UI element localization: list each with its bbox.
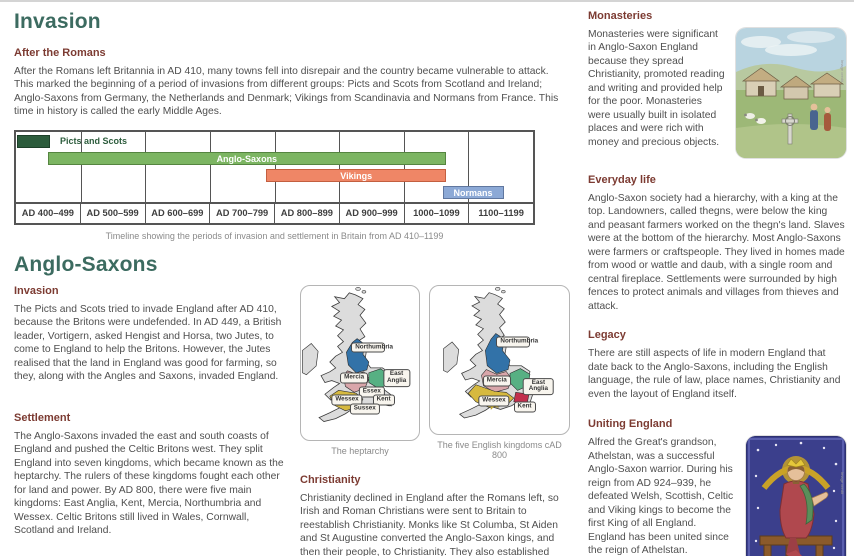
anglo-saxons-title: Anglo-Saxons [14,252,158,276]
monasteries-section: Monasteries Monasteries were significant… [588,10,846,158]
timeline-gridline [403,131,405,202]
heptarchy-figure: Northumbria Mercia East Anglia Essex Wes… [300,284,420,456]
settlement-paragraph: The Anglo-Saxons invaded the east and so… [14,430,284,537]
five-kingdoms-caption: The five English kingdoms cAD 800 [437,439,562,460]
timeline-bars-area: Picts and Scots Anglo-Saxons Vikings Nor… [16,131,533,202]
settlement-heading: Settlement [14,411,71,424]
main-column: Invasion After the Romans After the Roma… [14,10,570,556]
map-label-kent: Kent [513,401,536,413]
map-label-east-anglia: East Anglia [382,369,411,388]
page-title: Invasion [14,10,101,33]
star-dots [754,441,838,550]
timeline-gridline [209,131,211,202]
britain-map-svg [302,287,395,422]
everyday-life-paragraph: Anglo-Saxon society had a hierarchy, wit… [588,193,845,312]
timeline-gridline [80,131,82,202]
thatched-house [779,75,813,100]
map-label-wessex: Wessex [478,395,510,407]
monk-figure-red [824,107,831,131]
image-credit-text: Image credit [840,59,845,82]
timeline-axis-cell: 1000–1099 [403,203,469,223]
timeline-bar-vikings: Vikings [266,168,447,182]
legacy-paragraph: There are still aspects of life in moder… [588,348,841,400]
christianity-heading: Christianity [300,473,361,486]
christianity-paragraph: Christianity declined in England after t… [300,492,559,556]
image-credit-text: Image credit [840,472,845,495]
map-label-mercia: Mercia [340,372,369,384]
uniting-england-paragraph: Alfred the Great's grandson, Athelstan, … [588,437,734,556]
timeline-axis-cell: 1100–1199 [468,203,533,223]
five-kingdoms-figure: Northumbria Mercia East Anglia Wessex Ke… [429,284,570,460]
sidebar-column: Monasteries Monasteries were significant… [588,10,846,556]
timeline-bar-picts-label: Picts and Scots [59,135,127,146]
monastery-image: Image credit [736,28,846,158]
after-romans-heading: After the Romans [14,47,106,59]
timeline-caption: Timeline showing the periods of invasion… [105,230,444,241]
maps-column: Northumbria Mercia East Anglia Essex Wes… [300,284,570,556]
timeline-axis-cell: AD 900–999 [338,203,404,223]
legacy-section: Legacy There are still aspects of life i… [588,329,846,401]
timeline-bar-normans: Normans [442,185,504,199]
anglo-saxons-text-column: Invasion The Picts and Scots tried to in… [14,285,300,556]
timeline-axis-cell: AD 600–699 [144,203,210,223]
timeline-gridline [468,131,470,202]
uniting-england-section: Uniting England Alfred the Great's grand… [588,418,846,556]
crown-icon [786,458,806,468]
thatched-house [741,67,781,97]
heptarchy-caption: The heptarchy [331,445,389,456]
timeline-gridline [145,131,147,202]
map-label-sussex: Sussex [349,403,380,415]
map-label-essex: Essex [358,386,385,398]
map-label-east-anglia: East Anglia [523,377,554,396]
timeline-axis-cell: AD 400–499 [21,207,74,218]
britain-map-svg [443,287,534,419]
timeline-bar-picts-and-scots [17,134,51,148]
map-label-northumbria: Northumbria [496,336,538,348]
map-label-mercia: Mercia [482,375,511,387]
map-label-wessex: Wessex [331,394,363,406]
map-label-northumbria: Northumbria [351,342,393,353]
stone-cross-icon [781,113,799,145]
timeline-axis-cell: AD 500–599 [79,203,145,223]
monastery-illustration [736,28,846,158]
everyday-life-section: Everyday life Anglo-Saxon society had a … [588,174,846,313]
everyday-life-heading: Everyday life [588,174,656,186]
timeline-bar-anglo-saxons: Anglo-Saxons [47,151,447,165]
thatched-house [809,72,845,98]
athelstan-image: Image credit [746,436,846,556]
ireland-outline [302,342,319,376]
invasion-paragraph: The Picts and Scots tried to invade Engl… [14,303,282,383]
monk-figure-blue [810,103,818,130]
uniting-england-heading: Uniting England [588,418,673,431]
monasteries-heading: Monasteries [588,10,653,22]
legacy-heading: Legacy [588,329,626,342]
after-romans-paragraph: After the Romans left Britannia in AD 41… [14,66,559,118]
invasion-heading: Invasion [14,284,59,297]
five-kingdoms-map: Northumbria Mercia East Anglia Wessex Ke… [429,284,570,435]
monasteries-paragraph: Monasteries were significant in Anglo-Sa… [588,29,725,148]
king-athelstan-figure [779,458,829,556]
timeline-gridline [339,131,341,202]
timeline-gridline [274,131,276,202]
map-label-kent: Kent [372,394,395,406]
timeline-axis-cell: AD 700–799 [209,203,274,223]
timeline-axis-labels: AD 400–499 AD 500–599 AD 600–699 AD 700–… [16,201,533,223]
athelstan-illustration [746,436,846,556]
timeline-axis-cell: AD 800–899 [274,203,339,223]
heptarchy-map: Northumbria Mercia East Anglia Essex Wes… [300,284,420,441]
ireland-outline [443,341,460,373]
invasion-timeline-chart: Picts and Scots Anglo-Saxons Vikings Nor… [14,129,535,225]
